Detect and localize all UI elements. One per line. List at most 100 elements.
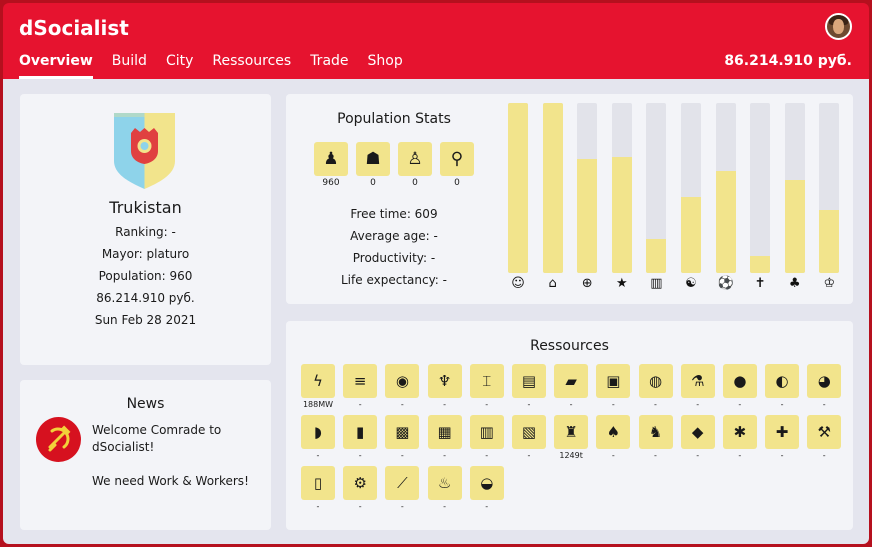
need-bar-happiness: ☺ — [508, 103, 528, 291]
wheat-icon[interactable]: ♆ — [427, 364, 462, 398]
need-bar-fill — [646, 239, 667, 273]
culture-icon[interactable]: ☯ — [685, 276, 697, 291]
need-bar-track — [819, 103, 840, 273]
vegetables-icon[interactable]: ♠ — [596, 415, 631, 449]
resource-value: - — [443, 451, 446, 460]
star-icon[interactable]: ★ — [615, 276, 628, 291]
ore-icon[interactable]: ◉ — [385, 364, 420, 398]
metal-ore-icon[interactable]: ◐ — [765, 364, 800, 398]
tab-shop[interactable]: Shop — [367, 53, 403, 69]
machine-parts-icon[interactable]: ⚙ — [343, 466, 378, 500]
free-time: Free time: 609 — [350, 207, 438, 221]
bread-icon[interactable]: ▩ — [385, 415, 420, 449]
beer-icon[interactable]: ▥ — [469, 415, 504, 449]
goods-icon[interactable]: ♜ — [554, 415, 589, 449]
news-notice: We need Work & Workers! — [92, 474, 249, 488]
population-groups: ♟ 960 ☗ 0 ♙ 0 ⚲ 0 — [314, 142, 482, 188]
need-bar-sport: ⚽ — [715, 103, 736, 291]
population-value: 960 — [322, 178, 340, 188]
resource-value: - — [527, 451, 531, 460]
family-icon[interactable]: ☗ — [356, 142, 390, 176]
drink-icon[interactable]: ▥ — [650, 276, 663, 291]
need-bar-fill — [750, 256, 771, 273]
coal-icon[interactable]: ● — [722, 364, 757, 398]
cattle-icon[interactable]: ♞ — [638, 415, 673, 449]
need-bar-fill — [508, 103, 528, 273]
news-card: News Welcome Comrade to dSocialist! We n… — [20, 380, 271, 530]
need-bar-track — [577, 103, 598, 273]
news-body: Welcome Comrade to dSocialist! We need W… — [92, 422, 262, 490]
need-bar-fill — [680, 196, 701, 273]
gravel-icon[interactable]: ◕ — [807, 364, 842, 398]
tab-overview[interactable]: Overview — [19, 53, 93, 79]
food-icon[interactable]: ♣ — [788, 276, 801, 291]
resource-value: - — [316, 502, 320, 511]
can-icon[interactable]: ▮ — [343, 415, 378, 449]
productivity: Productivity: - — [352, 251, 436, 265]
religion-icon[interactable]: ✝ — [754, 276, 766, 291]
city-card: Trukistan Ranking: - Mayor: platuro Popu… — [20, 94, 271, 365]
plank-icon[interactable]: ▰ — [554, 364, 589, 398]
needs-bars: ☺ ⌂ ⊕ ★ ▥ ☯ ⚽ ✝ ♣ ♔ — [508, 103, 854, 291]
stone-icon[interactable]: ≡ — [343, 364, 378, 398]
oil-barrel-icon[interactable]: ◍ — [638, 364, 673, 398]
need-bar-fill — [784, 179, 805, 273]
happiness-icon[interactable]: ☺ — [511, 276, 525, 291]
average-age: Average age: - — [350, 229, 438, 243]
resource-item: ♜ 1249t — [554, 415, 589, 462]
housing-icon[interactable]: ⌂ — [548, 276, 557, 291]
resource-value: - — [780, 451, 784, 460]
tab-ressources[interactable]: Ressources — [212, 53, 292, 69]
tab-city[interactable]: City — [165, 53, 194, 69]
alcohol-icon[interactable]: ♨ — [427, 466, 462, 500]
electricity-icon[interactable]: ϟ — [301, 364, 335, 398]
resource-value: - — [654, 400, 657, 409]
resource-item: ✱ - — [722, 415, 757, 462]
resource-value: - — [443, 400, 446, 409]
meat-icon[interactable]: ◗ — [301, 415, 335, 449]
leather-icon[interactable]: ◆ — [680, 415, 715, 449]
resource-item: ▯ - — [301, 466, 335, 513]
education-icon[interactable]: ♔ — [823, 276, 836, 291]
steel-beam-icon[interactable]: ⌶ — [469, 364, 504, 398]
resource-item: ♠ - — [596, 415, 631, 462]
concrete-icon[interactable]: ▣ — [596, 364, 631, 398]
population-group-elderly: ⚲ 0 — [440, 142, 474, 188]
bottles-icon[interactable]: ▯ — [301, 466, 335, 500]
resource-value: - — [485, 502, 489, 511]
medicine-icon[interactable]: ✚ — [765, 415, 800, 449]
user-avatar[interactable] — [825, 13, 852, 40]
resource-item: ⌶ - — [469, 364, 504, 411]
resource-value: - — [400, 451, 404, 460]
electronics-icon[interactable]: ✱ — [722, 415, 757, 449]
population-value: 0 — [412, 178, 418, 188]
need-bar-star: ★ — [611, 103, 632, 291]
elderly-icon[interactable]: ⚲ — [440, 142, 474, 176]
weapons-icon[interactable]: ⟋ — [385, 466, 420, 500]
need-bar-fill — [577, 159, 598, 273]
tab-trade[interactable]: Trade — [310, 53, 349, 69]
textile-icon[interactable]: ▦ — [427, 415, 462, 449]
resource-item: ▣ - — [596, 364, 631, 411]
health-icon[interactable]: ⊕ — [581, 276, 593, 291]
tab-build[interactable]: Build — [111, 53, 147, 69]
resource-item: ◍ - — [638, 364, 673, 411]
resource-item: ▦ - — [427, 415, 462, 462]
timber-icon[interactable]: ▤ — [511, 364, 546, 398]
child-icon[interactable]: ♙ — [398, 142, 432, 176]
balance-display: 86.214.910 руб. — [724, 53, 852, 69]
fertilizer-icon[interactable]: ▧ — [511, 415, 546, 449]
app-logo[interactable]: dSocialist — [19, 16, 129, 40]
resource-value: - — [738, 400, 742, 409]
sport-icon[interactable]: ⚽ — [717, 276, 734, 291]
plastic-icon[interactable]: ◒ — [469, 466, 504, 500]
need-bar-track — [646, 103, 667, 273]
population-title: Population Stats — [337, 111, 451, 127]
resource-value: - — [316, 451, 320, 460]
need-bar-track — [715, 103, 736, 273]
resource-item: ♆ - — [427, 364, 462, 411]
resource-item: ⟋ - — [385, 466, 420, 513]
chemicals-icon[interactable]: ⚗ — [680, 364, 715, 398]
adult-icon[interactable]: ♟ — [314, 142, 348, 176]
tools-icon[interactable]: ⚒ — [807, 415, 842, 449]
